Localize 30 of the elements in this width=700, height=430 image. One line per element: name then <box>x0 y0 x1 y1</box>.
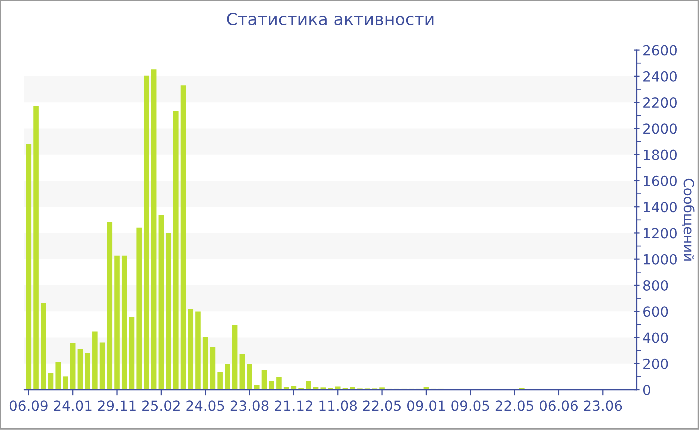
y-tick-label: 1200 <box>644 228 677 239</box>
y-tick-label: 200 <box>644 358 668 370</box>
x-tick-label: 24.01 <box>54 400 92 412</box>
x-tick-label: 25.02 <box>142 400 180 412</box>
x-tick-label: 23.06 <box>584 400 622 412</box>
x-tick-label: 23.08 <box>230 400 269 412</box>
x-tick-label: 22.05 <box>363 400 401 412</box>
chart-title: Статистика активности <box>227 12 434 26</box>
x-tick-label: 29.11 <box>98 400 136 412</box>
y-tick-label: 2000 <box>644 124 677 134</box>
y-tick-label: 2400 <box>644 71 677 82</box>
y-tick-label: 400 <box>643 332 668 344</box>
x-tick-label: 11.08 <box>320 400 358 412</box>
y-tick-label: 2200 <box>644 98 677 108</box>
x-tick-label: 09.05 <box>452 400 490 412</box>
y-tick-label: 0 <box>643 384 650 396</box>
x-tick-label: 09.01 <box>407 400 446 412</box>
x-tick-label: 24.05 <box>186 400 224 412</box>
x-tick-label: 06.06 <box>540 400 578 412</box>
x-tick-label: 21.12 <box>275 400 312 411</box>
x-tick-label: 22.05 <box>496 400 534 412</box>
y-tick-label: 1400 <box>644 202 677 213</box>
y-tick-label: 800 <box>643 280 668 291</box>
y-tick-label: 1600 <box>644 176 677 186</box>
y-axis-title: Сообщений <box>682 178 695 261</box>
y-tick-label: 2600 <box>644 45 677 56</box>
y-tick-label: 600 <box>644 306 668 318</box>
y-tick-label: 1000 <box>644 254 677 265</box>
x-tick-label: 06.09 <box>10 400 48 412</box>
y-tick-label: 1800 <box>644 150 677 160</box>
